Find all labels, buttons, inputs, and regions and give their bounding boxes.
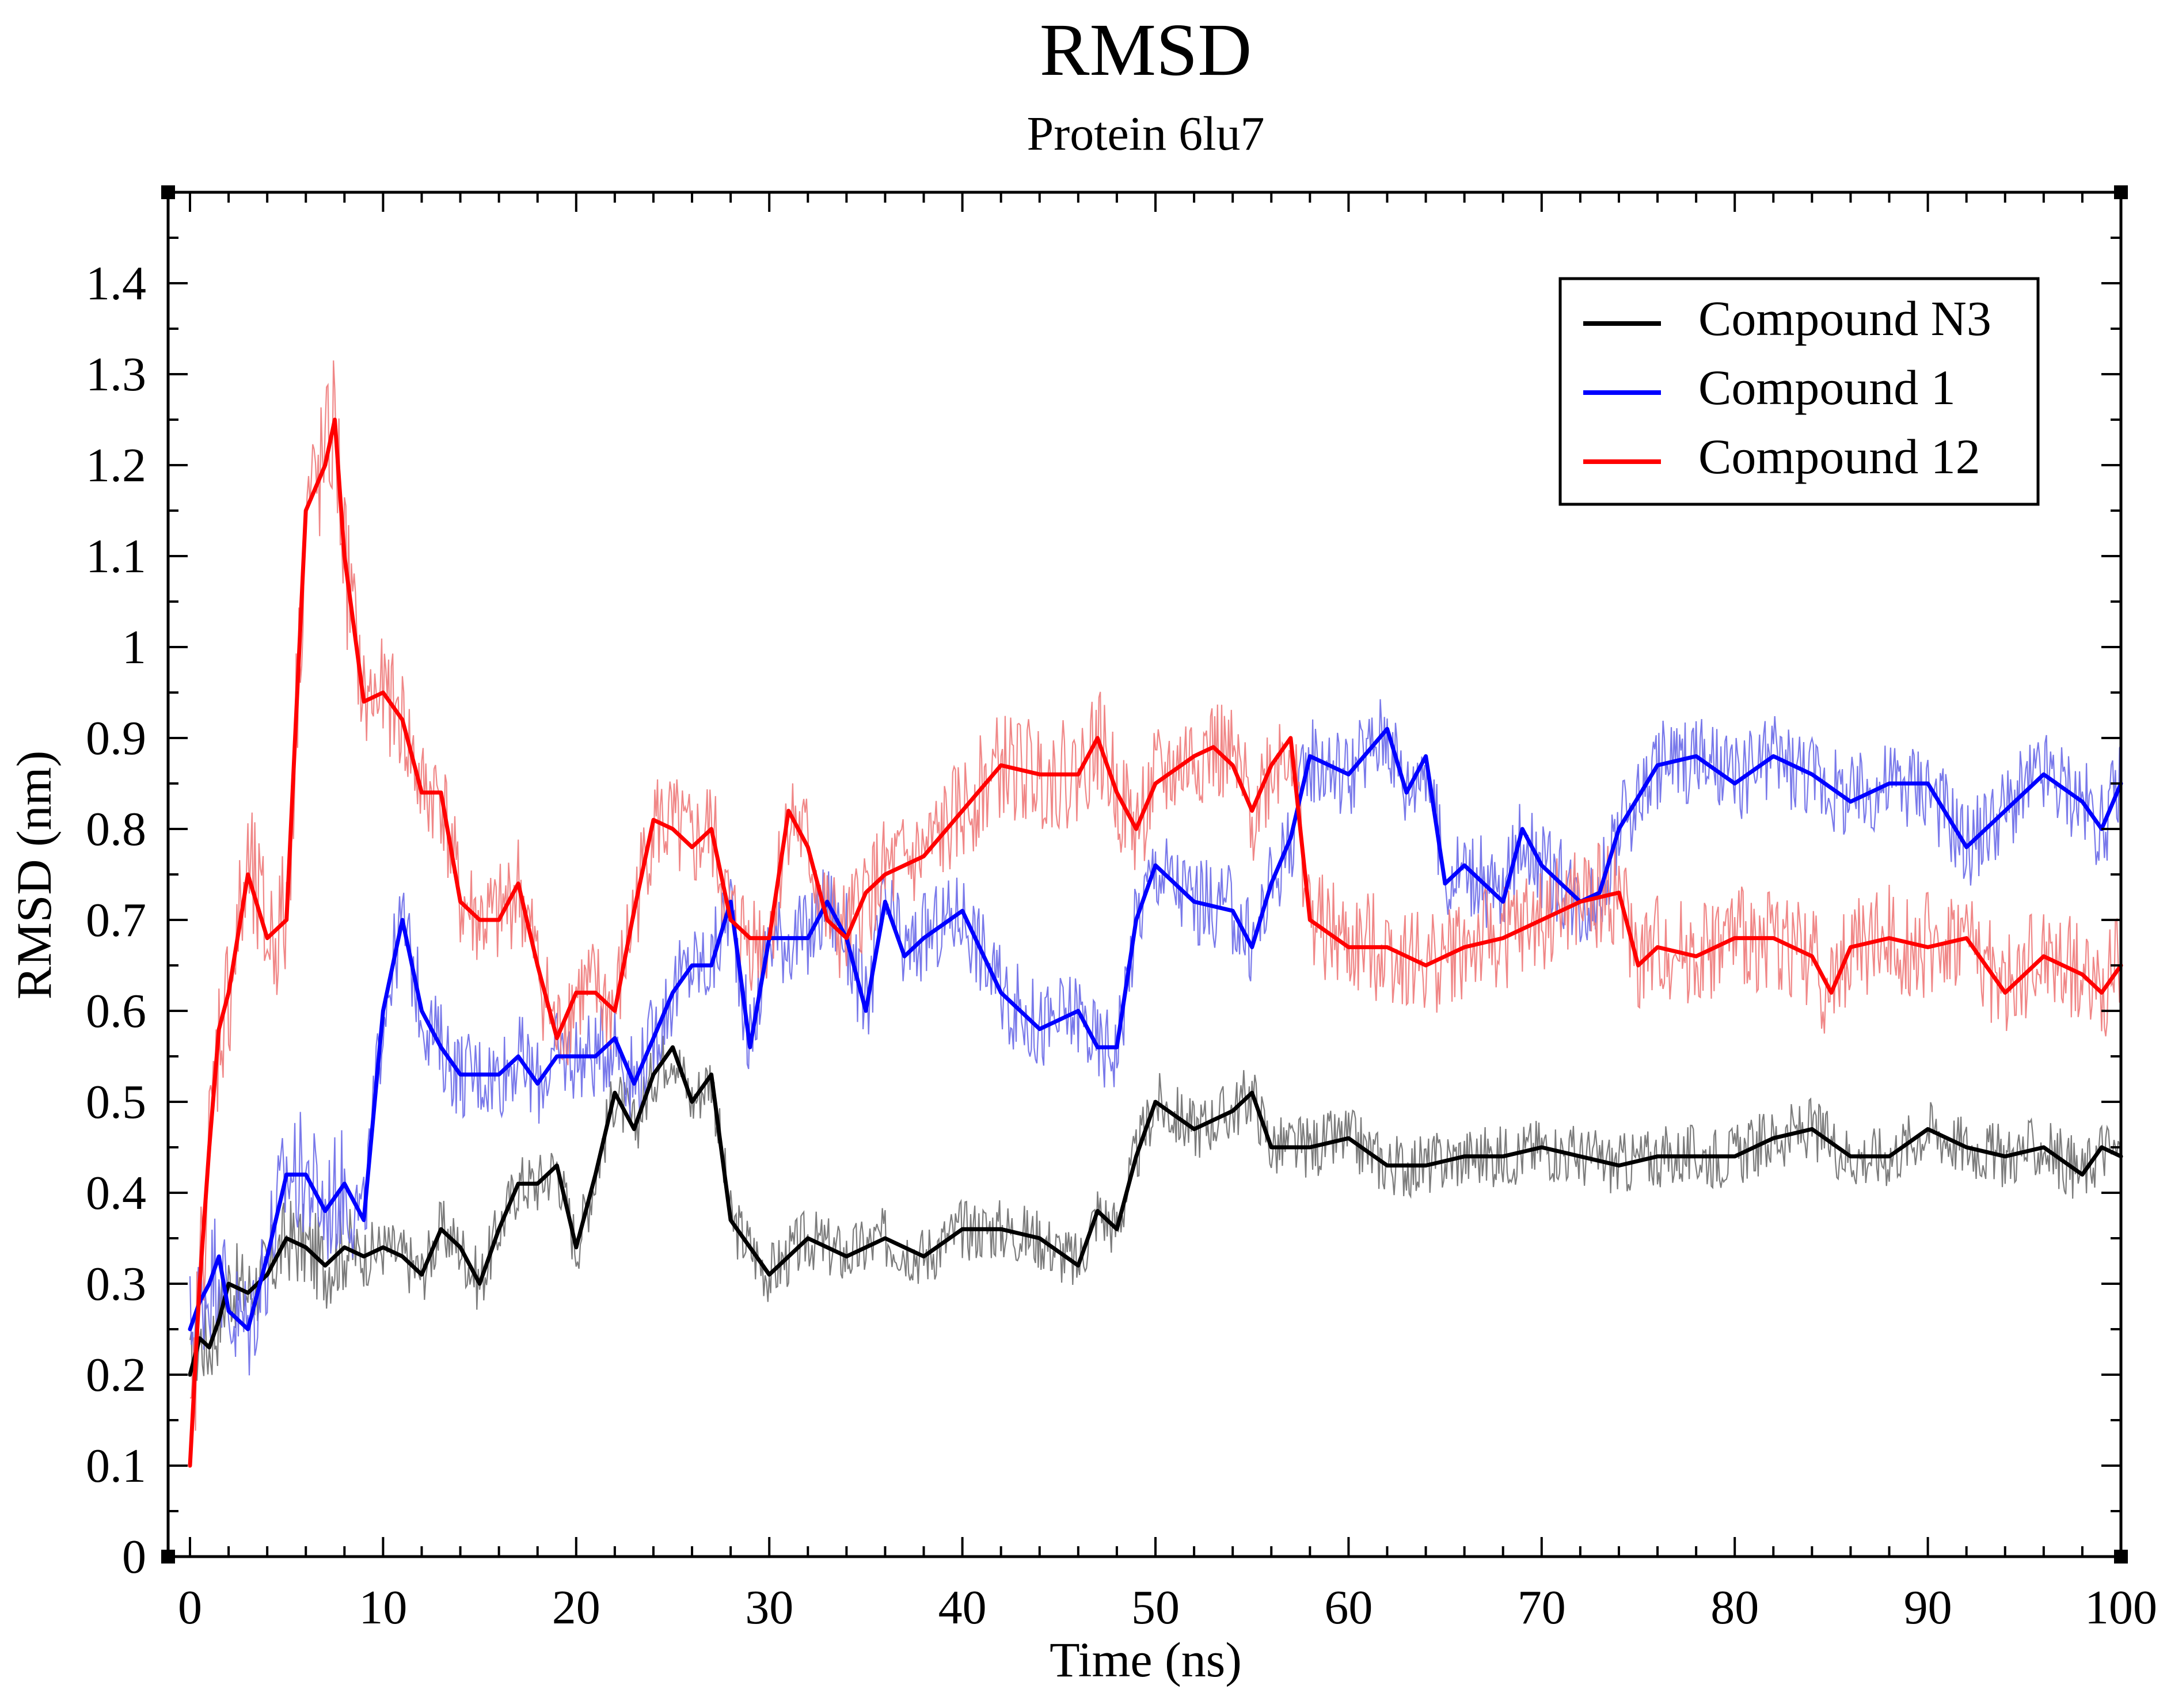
y-tick-label: 1.2 bbox=[86, 439, 146, 492]
legend-label-compound-n3: Compound N3 bbox=[1698, 291, 1991, 346]
x-tick-label: 70 bbox=[1518, 1581, 1566, 1634]
y-tick-label: 0 bbox=[122, 1530, 146, 1584]
axis-ticks bbox=[168, 192, 2122, 1558]
y-tick-label: 0.3 bbox=[86, 1257, 146, 1311]
legend-label-compound-12: Compound 12 bbox=[1698, 429, 1980, 484]
legend-label-compound-1: Compound 1 bbox=[1698, 360, 1956, 415]
x-tick-label: 90 bbox=[1904, 1581, 1952, 1634]
x-tick-label: 30 bbox=[745, 1581, 793, 1634]
y-tick-label: 1 bbox=[122, 621, 146, 674]
chart-subtitle: Protein 6lu7 bbox=[1027, 107, 1265, 161]
y-tick-label: 0.1 bbox=[86, 1439, 146, 1493]
x-axis-label: Time (ns) bbox=[1050, 1632, 1242, 1687]
x-tick-label: 60 bbox=[1324, 1581, 1373, 1634]
axis-tick-labels: 0 10 20 30 40 50 60 70 80 90 100 0 0.1 0.2 0.3 0.4 0.5 0.… bbox=[86, 257, 2157, 1634]
y-tick-label: 0.2 bbox=[86, 1348, 146, 1402]
y-tick-label: 0.8 bbox=[86, 802, 146, 856]
x-tick-label: 100 bbox=[2085, 1581, 2157, 1634]
x-tick-label: 0 bbox=[178, 1581, 202, 1634]
series-line-compound-1 bbox=[188, 726, 2123, 1332]
y-tick-label: 1.4 bbox=[86, 257, 146, 310]
x-tick-label: 20 bbox=[552, 1581, 600, 1634]
y-axis-label: RMSD (nm) bbox=[6, 751, 62, 999]
x-tick-label: 50 bbox=[1131, 1581, 1180, 1634]
y-tick-label: 0.7 bbox=[86, 893, 146, 947]
y-tick-label: 0.6 bbox=[86, 984, 146, 1038]
chart-title: RMSD bbox=[1040, 9, 1252, 92]
y-tick-label: 0.5 bbox=[86, 1075, 146, 1129]
x-tick-label: 10 bbox=[359, 1581, 407, 1634]
y-tick-label: 0.4 bbox=[86, 1166, 146, 1220]
legend: Compound N3 Compound 1 Compound 12 bbox=[1558, 277, 2040, 506]
noise-trace-compound-1 bbox=[189, 699, 2122, 1376]
y-tick-label: 1.1 bbox=[86, 530, 146, 583]
y-tick-label: 0.9 bbox=[86, 712, 146, 765]
x-tick-label: 80 bbox=[1710, 1581, 1759, 1634]
noise-trace-compound-12 bbox=[189, 360, 2122, 1431]
series-lines bbox=[188, 417, 2123, 1468]
frame-corner-handle[interactable] bbox=[161, 185, 175, 199]
y-tick-label: 1.3 bbox=[86, 348, 146, 401]
series-line-compound-12 bbox=[188, 417, 2123, 1468]
x-tick-label: 40 bbox=[938, 1581, 987, 1634]
series-line-compound-n3 bbox=[188, 1045, 2123, 1377]
